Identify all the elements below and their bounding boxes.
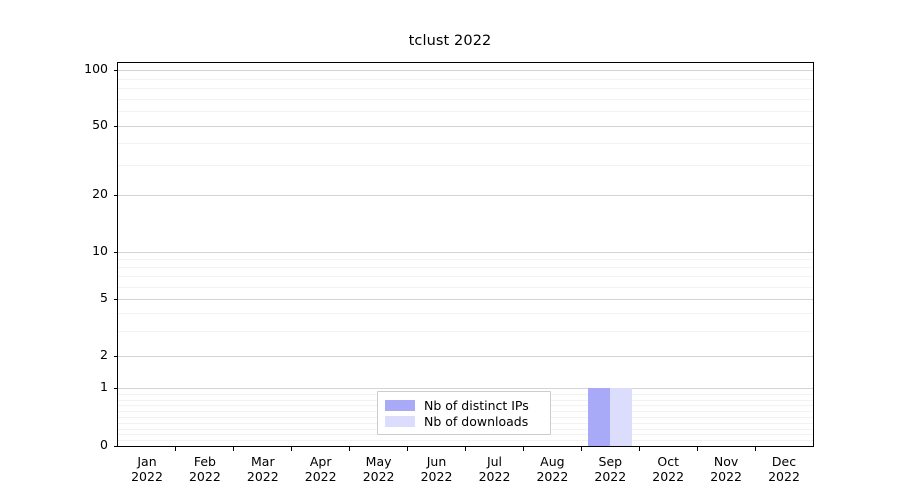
x-axis-tick: [580, 446, 582, 451]
x-label-month: Apr: [309, 454, 332, 469]
gridline-minor: [118, 440, 813, 442]
x-axis-tick: [638, 446, 640, 451]
y-axis-tick: [113, 445, 118, 447]
x-label-year: 2022: [768, 468, 800, 484]
x-axis-tick: [233, 446, 235, 451]
x-axis-tick: [464, 446, 466, 451]
x-label-year: 2022: [131, 468, 163, 484]
y-axis-tick: [113, 251, 118, 253]
x-axis-tick: [349, 446, 351, 451]
y-axis-tick: [113, 125, 118, 127]
x-axis-tick: [522, 446, 524, 451]
x-label-month: Nov: [713, 454, 739, 469]
chart-title: tclust 2022: [408, 33, 492, 49]
bar: [610, 388, 633, 446]
x-label-year: 2022: [362, 468, 395, 484]
x-axis-tick-label: Jun 2022: [397, 454, 477, 485]
y-axis-tick-label: 100: [84, 61, 108, 76]
x-label-year: 2022: [420, 468, 453, 484]
x-label-year: 2022: [188, 468, 221, 484]
gridline-minor: [118, 142, 813, 144]
gridline-minor: [118, 330, 813, 332]
x-axis-tick: [291, 446, 293, 451]
x-axis-tick: [754, 446, 756, 451]
y-axis-tick: [113, 355, 118, 357]
gridline-minor: [118, 78, 813, 80]
y-axis-tick-label: 50: [92, 117, 108, 132]
gridline-major: [118, 388, 813, 389]
y-axis-tick-label: 10: [92, 243, 108, 258]
gridline-major: [118, 126, 813, 127]
x-label-month: Jan: [137, 454, 157, 469]
y-axis-tick-label: 20: [92, 186, 108, 201]
y-axis-tick: [113, 194, 118, 196]
gridline-major: [118, 299, 813, 300]
x-label-year: 2022: [304, 468, 337, 484]
legend-item[interactable]: Nb of distinct IPs: [385, 397, 543, 413]
x-label-month: Mar: [251, 454, 275, 469]
gridline-major: [118, 252, 813, 253]
gridline-minor: [118, 111, 813, 113]
x-axis-tick-label: Apr 2022: [281, 454, 361, 485]
x-axis-tick-label: Sep 2022: [570, 454, 650, 485]
x-axis-tick: [175, 446, 177, 451]
legend-swatch-icon: [385, 399, 415, 411]
y-axis-tick-label: 0: [100, 437, 108, 452]
gridline-minor: [118, 286, 813, 288]
x-label-year: 2022: [536, 468, 569, 484]
x-axis-tick-label: Aug 2022: [512, 454, 592, 485]
x-axis-tick: [696, 446, 698, 451]
x-label-month: May: [365, 454, 392, 469]
x-label-month: Aug: [540, 454, 565, 469]
gridline-major: [118, 70, 813, 71]
x-label-month: Dec: [771, 454, 797, 469]
gridline-minor: [118, 98, 813, 100]
x-label-month: Jun: [426, 454, 447, 469]
x-label-year: 2022: [246, 468, 279, 484]
x-axis-tick-label: Nov 2022: [686, 454, 766, 485]
legend-item-label: Nb of downloads: [424, 413, 529, 429]
legend-swatch-icon: [385, 415, 415, 427]
y-axis-tick: [113, 387, 118, 389]
y-axis-tick-label: 1: [100, 379, 108, 394]
x-axis-tick-label: Jan 2022: [107, 454, 187, 485]
x-label-month: Sep: [598, 454, 623, 469]
x-label-month: Oct: [657, 454, 679, 469]
x-label-year: 2022: [710, 468, 742, 484]
gridlines: [118, 63, 813, 446]
gridline-minor: [118, 88, 813, 89]
x-label-month: Feb: [193, 454, 216, 469]
x-axis-tick-label: May 2022: [339, 454, 419, 485]
x-axis-tick-label: Oct 2022: [628, 454, 708, 485]
x-label-month: Jul: [486, 454, 503, 469]
x-axis-tick-label: Jul 2022: [455, 454, 535, 485]
gridline-minor: [118, 267, 813, 269]
y-axis-tick-label: 2: [100, 347, 108, 362]
y-axis-tick: [113, 69, 118, 71]
gridline-minor: [118, 312, 813, 314]
chart-legend[interactable]: Nb of distinct IPs Nb of downloads: [377, 391, 551, 435]
bars-layer: [118, 63, 813, 446]
x-axis-tick-label: Dec 2022: [744, 454, 824, 485]
x-label-year: 2022: [652, 468, 685, 484]
gridline-major: [118, 356, 813, 357]
x-label-year: 2022: [594, 468, 627, 484]
plot-area: 100 50 20 10 5 2 1 0 Jan 2022 Feb 2022 Mar 2022 Apr 20…: [84, 62, 814, 484]
x-axis-tick: [407, 446, 409, 451]
legend-item-label: Nb of distinct IPs: [424, 397, 529, 413]
gridline-minor: [118, 259, 813, 261]
y-axis-tick: [113, 298, 118, 300]
gridline-major: [118, 195, 813, 196]
x-axis-tick-label: Feb 2022: [165, 454, 245, 485]
legend-item[interactable]: Nb of downloads: [385, 413, 543, 429]
x-label-year: 2022: [478, 468, 511, 484]
gridline-minor: [118, 164, 813, 166]
x-axis-tick-label: Mar 2022: [223, 454, 303, 485]
gridline-minor: [118, 276, 813, 278]
bar: [588, 388, 611, 446]
y-axis-tick-label: 5: [100, 290, 108, 305]
